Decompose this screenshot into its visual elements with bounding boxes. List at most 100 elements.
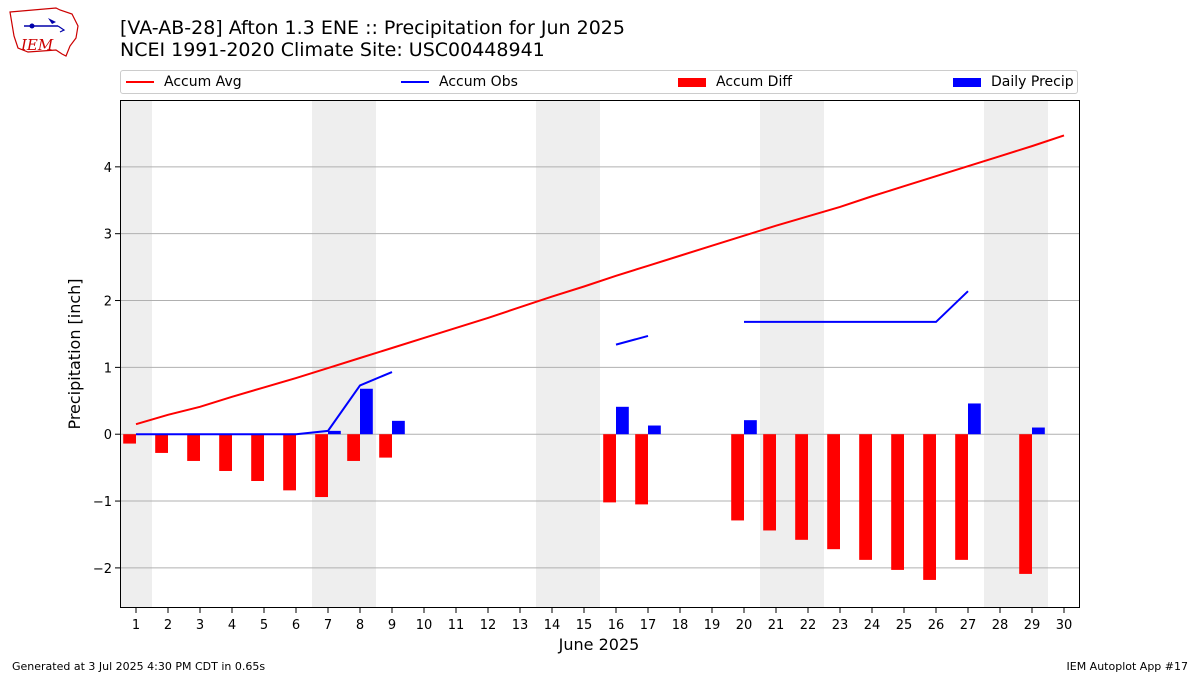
iem-logo: IEM (9, 7, 79, 57)
x-tick-label-29: 30 (1056, 618, 1073, 633)
app-credit: IEM Autoplot App #17 (1066, 660, 1189, 673)
x-tick-label-12: 13 (512, 618, 529, 633)
legend-item-accum-diff: Accum Diff (678, 71, 792, 93)
bar-accum-diff-day-25 (891, 434, 904, 570)
bar-accum-diff-day-24 (859, 434, 872, 560)
x-tick-label-1: 2 (164, 618, 172, 633)
legend-swatch-accum-avg (126, 81, 154, 83)
chart-legend: Accum Avg Accum Obs Accum Diff Daily Pre… (120, 70, 1078, 94)
bar-daily-precip-day-7 (328, 430, 341, 435)
x-tick-label-11: 12 (480, 618, 497, 633)
weekend-bands (120, 100, 1048, 608)
x-tick-label-3: 4 (228, 618, 236, 633)
x-tick-label-19: 20 (736, 618, 753, 633)
x-tick-label-26: 27 (960, 618, 977, 633)
legend-item-accum-obs: Accum Obs (401, 71, 518, 93)
legend-label-accum-obs: Accum Obs (439, 74, 518, 90)
bar-accum-diff-day-7 (315, 434, 328, 498)
bar-accum-diff-day-4 (219, 434, 232, 471)
bar-daily-precip-day-29 (1032, 427, 1045, 435)
legend-label-daily-precip: Daily Precip (991, 74, 1074, 90)
bar-daily-precip-day-8 (360, 388, 373, 435)
x-tick-label-24: 25 (896, 618, 913, 633)
y-tick-label-3: 1 (104, 361, 112, 376)
bar-accum-diff-day-9 (379, 434, 392, 458)
x-tick-label-21: 22 (800, 618, 817, 633)
x-tick-label-10: 11 (448, 618, 465, 633)
legend-label-accum-diff: Accum Diff (716, 74, 793, 90)
bar-accum-diff-day-6 (283, 434, 296, 491)
y-tick-label-6: 4 (104, 161, 112, 176)
bar-daily-precip-day-27 (968, 403, 981, 435)
bar-accum-diff-day-16 (603, 434, 616, 503)
bar-accum-diff-day-27 (955, 434, 968, 560)
bar-accum-diff-day-23 (827, 434, 840, 550)
weekend-band-0 (120, 100, 152, 608)
bar-accum-diff-day-5 (251, 434, 264, 481)
bar-daily-precip-day-17 (648, 425, 661, 435)
bar-accum-diff-day-17 (635, 434, 648, 505)
svg-text:IEM: IEM (20, 36, 54, 54)
line-accum-avg-segment-0 (135, 134, 1065, 426)
bar-accum-diff-day-22 (795, 434, 808, 540)
legend-item-accum-avg: Accum Avg (126, 71, 242, 93)
line-accum-obs-segment-2 (744, 290, 969, 323)
x-tick-label-13: 14 (544, 618, 561, 633)
bar-accum-diff-day-21 (763, 434, 776, 531)
chart-title: [VA-AB-28] Afton 1.3 ENE :: Precipitatio… (120, 17, 625, 39)
weekend-band-1 (312, 100, 376, 608)
x-tick-label-14: 15 (576, 618, 593, 633)
x-tick-label-22: 23 (832, 618, 849, 633)
plot-frame (120, 100, 1080, 608)
y-tick-label-0: −2 (93, 562, 112, 577)
bar-accum-diff-day-8 (347, 434, 360, 461)
line-marks (135, 134, 1065, 436)
x-tick-label-15: 16 (608, 618, 625, 633)
legend-swatch-accum-obs (401, 81, 429, 83)
bar-accum-diff-day-20 (731, 434, 744, 521)
legend-swatch-daily-precip (953, 77, 981, 87)
x-tick-label-23: 24 (864, 618, 881, 633)
x-tick-label-8: 9 (388, 618, 396, 633)
x-tick-label-16: 17 (640, 618, 657, 633)
weekend-band-2 (536, 100, 600, 608)
x-tick-label-7: 8 (356, 618, 364, 633)
weekend-band-3 (760, 100, 824, 608)
bar-marks (123, 388, 1045, 580)
bar-daily-precip-day-20 (744, 420, 757, 435)
x-tick-label-27: 28 (992, 618, 1009, 633)
x-tick-label-4: 5 (260, 618, 268, 633)
bar-daily-precip-day-9 (392, 420, 405, 435)
legend-label-accum-avg: Accum Avg (164, 74, 242, 90)
bar-accum-diff-day-26 (923, 434, 936, 580)
chart-subtitle: NCEI 1991-2020 Climate Site: USC00448941 (120, 39, 545, 61)
x-tick-label-6: 7 (324, 618, 332, 633)
y-axis-label: Precipitation [inch] (65, 278, 84, 429)
x-tick-label-2: 3 (196, 618, 204, 633)
line-accum-obs-segment-0 (136, 371, 393, 436)
legend-swatch-accum-diff (678, 77, 706, 87)
generated-timestamp: Generated at 3 Jul 2025 4:30 PM CDT in 0… (12, 660, 266, 673)
bar-daily-precip-day-16 (616, 406, 629, 435)
y-tick-label-4: 2 (104, 295, 112, 310)
x-tick-label-5: 6 (292, 618, 300, 633)
y-tick-label-1: −1 (93, 495, 112, 510)
x-tick-label-0: 1 (132, 618, 140, 633)
x-axis-label: June 2025 (558, 635, 640, 654)
x-tick-label-17: 18 (672, 618, 689, 633)
x-tick-label-28: 29 (1024, 618, 1041, 633)
x-tick-label-18: 19 (704, 618, 721, 633)
legend-item-daily-precip: Daily Precip (953, 71, 1074, 93)
y-gridlines (120, 166, 1080, 569)
x-tick-label-25: 26 (928, 618, 945, 633)
x-tick-label-9: 10 (416, 618, 433, 633)
bar-accum-diff-day-3 (187, 434, 200, 461)
bar-accum-diff-day-29 (1019, 434, 1032, 574)
weekend-band-4 (984, 100, 1048, 608)
line-accum-obs-segment-1 (615, 334, 649, 346)
bar-accum-diff-day-2 (155, 434, 168, 453)
y-tick-label-5: 3 (104, 228, 112, 243)
y-tick-label-2: 0 (104, 428, 112, 443)
